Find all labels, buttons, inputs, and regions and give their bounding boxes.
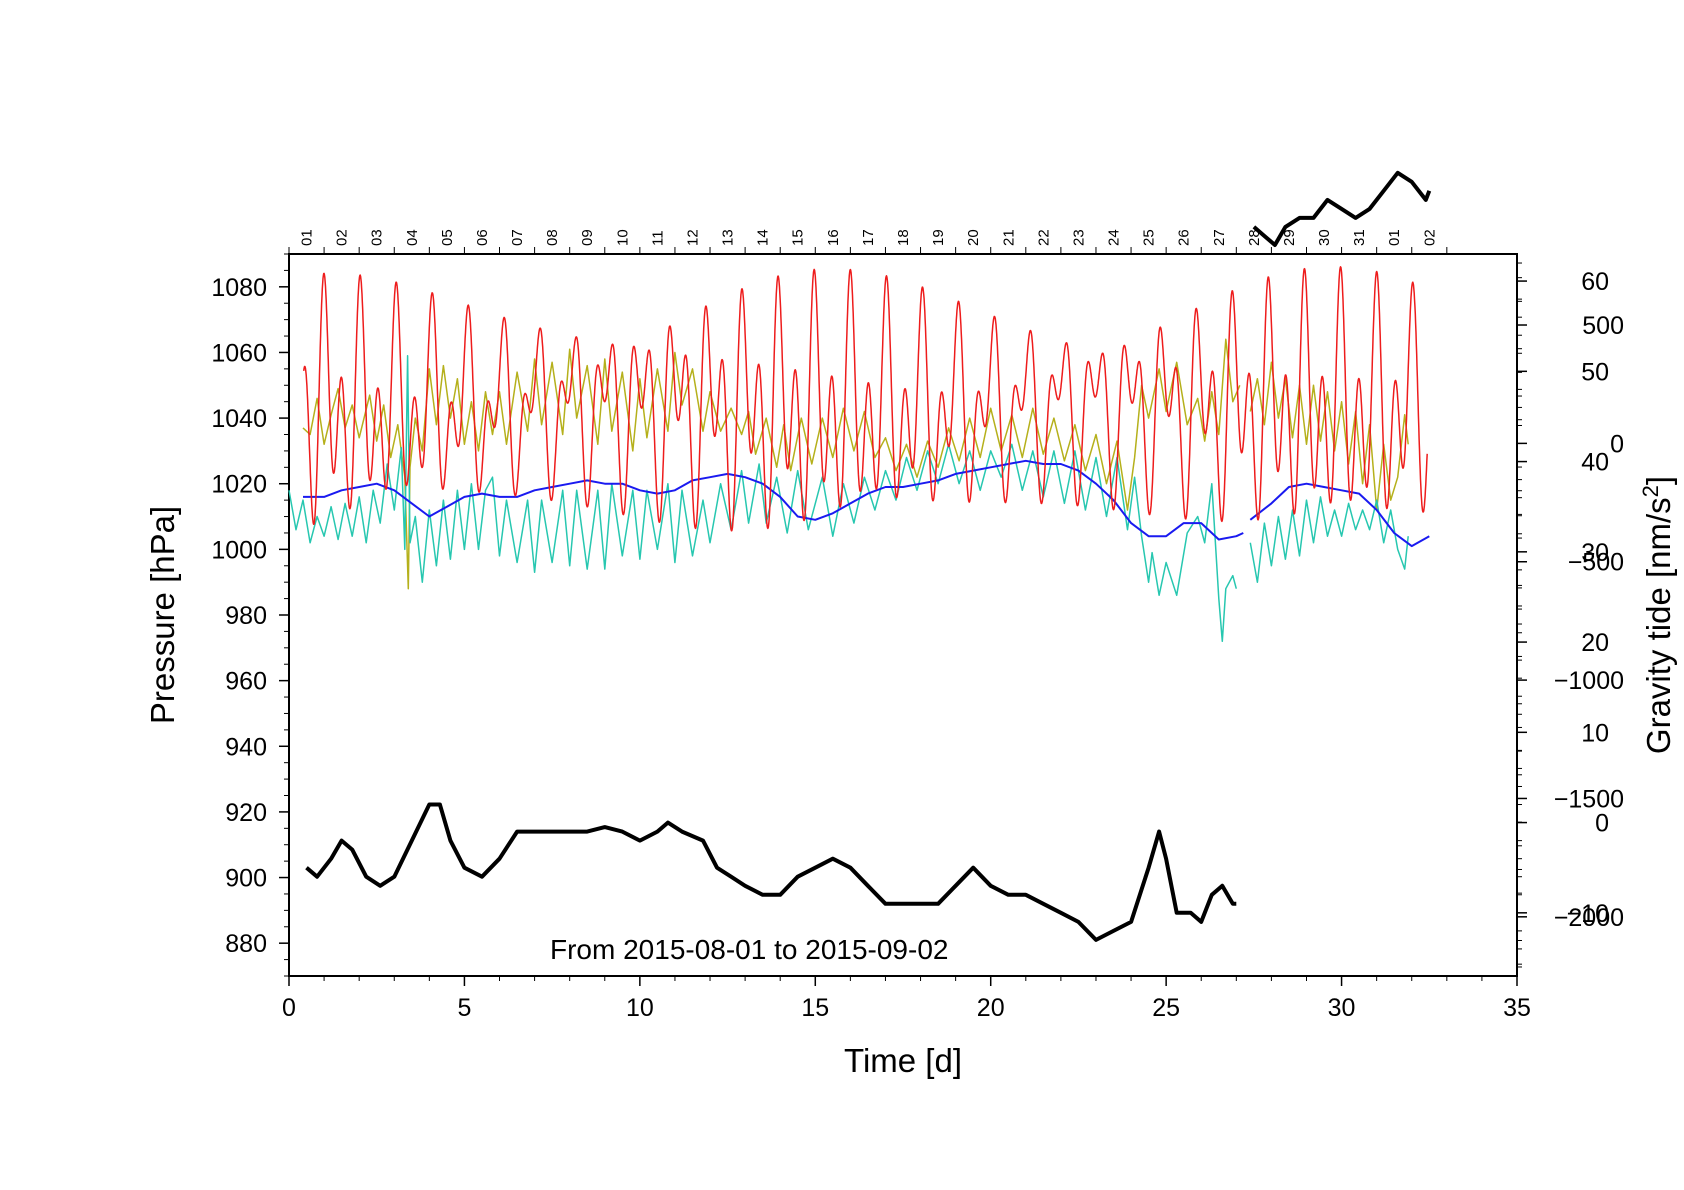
top-day-label: 12 xyxy=(684,229,701,246)
left-tick-label: 1080 xyxy=(211,274,267,302)
right-top-tick-label: 10 xyxy=(1581,719,1609,747)
right-axis-title-suffix: ] xyxy=(1640,476,1677,485)
bottom-tick-label: 30 xyxy=(1328,994,1356,1022)
top-day-label: 04 xyxy=(404,229,421,246)
bottom-tick-label: 15 xyxy=(801,994,829,1022)
top-day-label: 10 xyxy=(614,229,631,246)
bottom-tick-label: 35 xyxy=(1503,994,1531,1022)
top-day-label: 24 xyxy=(1106,229,1123,246)
top-day-label: 21 xyxy=(1000,229,1017,246)
right-bottom-tick-label: −2000 xyxy=(1554,904,1624,932)
top-day-label: 08 xyxy=(544,229,561,246)
right-bottom-tick-label: −500 xyxy=(1568,549,1624,577)
top-day-label: 19 xyxy=(930,229,947,246)
right-bottom-tick-label: −1000 xyxy=(1554,667,1624,695)
date-range-annotation: From 2015-08-01 to 2015-09-02 xyxy=(550,934,948,965)
series-pressure-station-olive xyxy=(302,338,1241,590)
series-gravity-tide-red xyxy=(302,266,1428,532)
top-axis: 01 02 03 04 05 06 07 08 09 10 11 12 13 14 15 16 17 18 19 20… xyxy=(288,229,1448,254)
series-pressure-station-cyan xyxy=(288,354,1238,643)
right-top-tick-label: 40 xyxy=(1581,449,1609,477)
right-axis: −10 0 10 20 30 40 50 60 −2000 −1500 −1000 −500 0 500 xyxy=(1517,262,1624,968)
top-day-label: 22 xyxy=(1035,229,1052,246)
left-tick-label: 1020 xyxy=(211,471,267,499)
top-day-label: 16 xyxy=(825,229,842,246)
left-tick-label: 920 xyxy=(225,799,267,827)
top-day-label: 03 xyxy=(369,229,386,246)
left-tick-label: 900 xyxy=(225,865,267,893)
top-day-label: 15 xyxy=(790,229,807,246)
bottom-tick-label: 10 xyxy=(626,994,654,1022)
left-tick-label: 1060 xyxy=(211,339,267,367)
series-pressure-smoothed-blue xyxy=(303,459,1244,541)
right-bottom-tick-label: 500 xyxy=(1582,312,1624,340)
top-day-label: 26 xyxy=(1176,229,1193,246)
bottom-tick-label: 5 xyxy=(457,994,471,1022)
top-day-label: 13 xyxy=(720,229,737,246)
series-group xyxy=(288,170,1432,942)
top-day-label: 31 xyxy=(1351,229,1368,246)
bottom-tick-label: 20 xyxy=(977,994,1005,1022)
left-tick-label: 1000 xyxy=(211,536,267,564)
top-day-label: 11 xyxy=(649,230,666,246)
right-bottom-tick-label: −1500 xyxy=(1554,785,1624,813)
top-day-label: 30 xyxy=(1316,229,1333,246)
plot-frame xyxy=(288,253,1518,977)
top-day-label: 14 xyxy=(755,229,772,246)
right-top-tick-label: 20 xyxy=(1581,629,1609,657)
top-day-label: 09 xyxy=(579,229,596,246)
right-axis-title-sup: 2 xyxy=(1638,485,1663,497)
left-axis: 880 900 920 940 960 980 1000 1020 1040 1060 1080 xyxy=(211,253,289,977)
right-axis-title-prefix: Gravity tide [nm/s xyxy=(1640,497,1677,754)
series-pressure-station-olive-segment-2 xyxy=(1249,361,1409,511)
top-day-label: 05 xyxy=(439,229,456,246)
left-tick-label: 1040 xyxy=(211,405,267,433)
right-top-tick-label: 0 xyxy=(1595,810,1609,838)
x-axis-title: Time [d] xyxy=(844,1042,962,1079)
top-day-label: 01 xyxy=(299,229,316,246)
right-top-tick-label: 30 xyxy=(1581,539,1609,567)
left-tick-label: 940 xyxy=(225,733,267,761)
left-tick-label: 880 xyxy=(225,930,267,958)
left-axis-title: Pressure [hPa] xyxy=(144,506,181,724)
left-tick-label: 960 xyxy=(225,668,267,696)
right-top-tick-label: 50 xyxy=(1581,358,1609,386)
top-day-label: 29 xyxy=(1281,229,1298,246)
top-day-label: 25 xyxy=(1141,229,1158,246)
right-bottom-tick-label: 0 xyxy=(1610,430,1624,458)
top-day-label: 07 xyxy=(509,229,526,246)
right-axis-title: Gravity tide [nm/s2] xyxy=(1638,476,1677,754)
series-gravity-residual-black-continuation xyxy=(1252,170,1432,247)
left-tick-label: 980 xyxy=(225,602,267,630)
right-top-tick-label: −10 xyxy=(1567,900,1609,928)
top-day-label: 06 xyxy=(474,229,491,246)
top-day-label: 23 xyxy=(1070,229,1087,246)
bottom-axis: 0 5 10 15 20 25 30 35 xyxy=(282,976,1531,1022)
right-top-tick-label: 60 xyxy=(1581,268,1609,296)
top-day-label: 20 xyxy=(965,229,982,246)
top-day-label: 17 xyxy=(860,229,877,246)
top-day-label: 27 xyxy=(1211,229,1228,246)
bottom-tick-label: 25 xyxy=(1152,994,1180,1022)
top-day-label: 18 xyxy=(895,229,912,246)
top-day-label: 02 xyxy=(1421,229,1438,246)
top-day-label: 01 xyxy=(1386,229,1403,246)
top-day-label: 02 xyxy=(334,229,351,246)
series-pressure-station-cyan-segment-2 xyxy=(1249,496,1409,583)
series-gravity-residual-black xyxy=(305,802,1237,942)
series-pressure-smoothed-blue-segment-2 xyxy=(1249,482,1430,548)
bottom-tick-label: 0 xyxy=(282,994,296,1022)
